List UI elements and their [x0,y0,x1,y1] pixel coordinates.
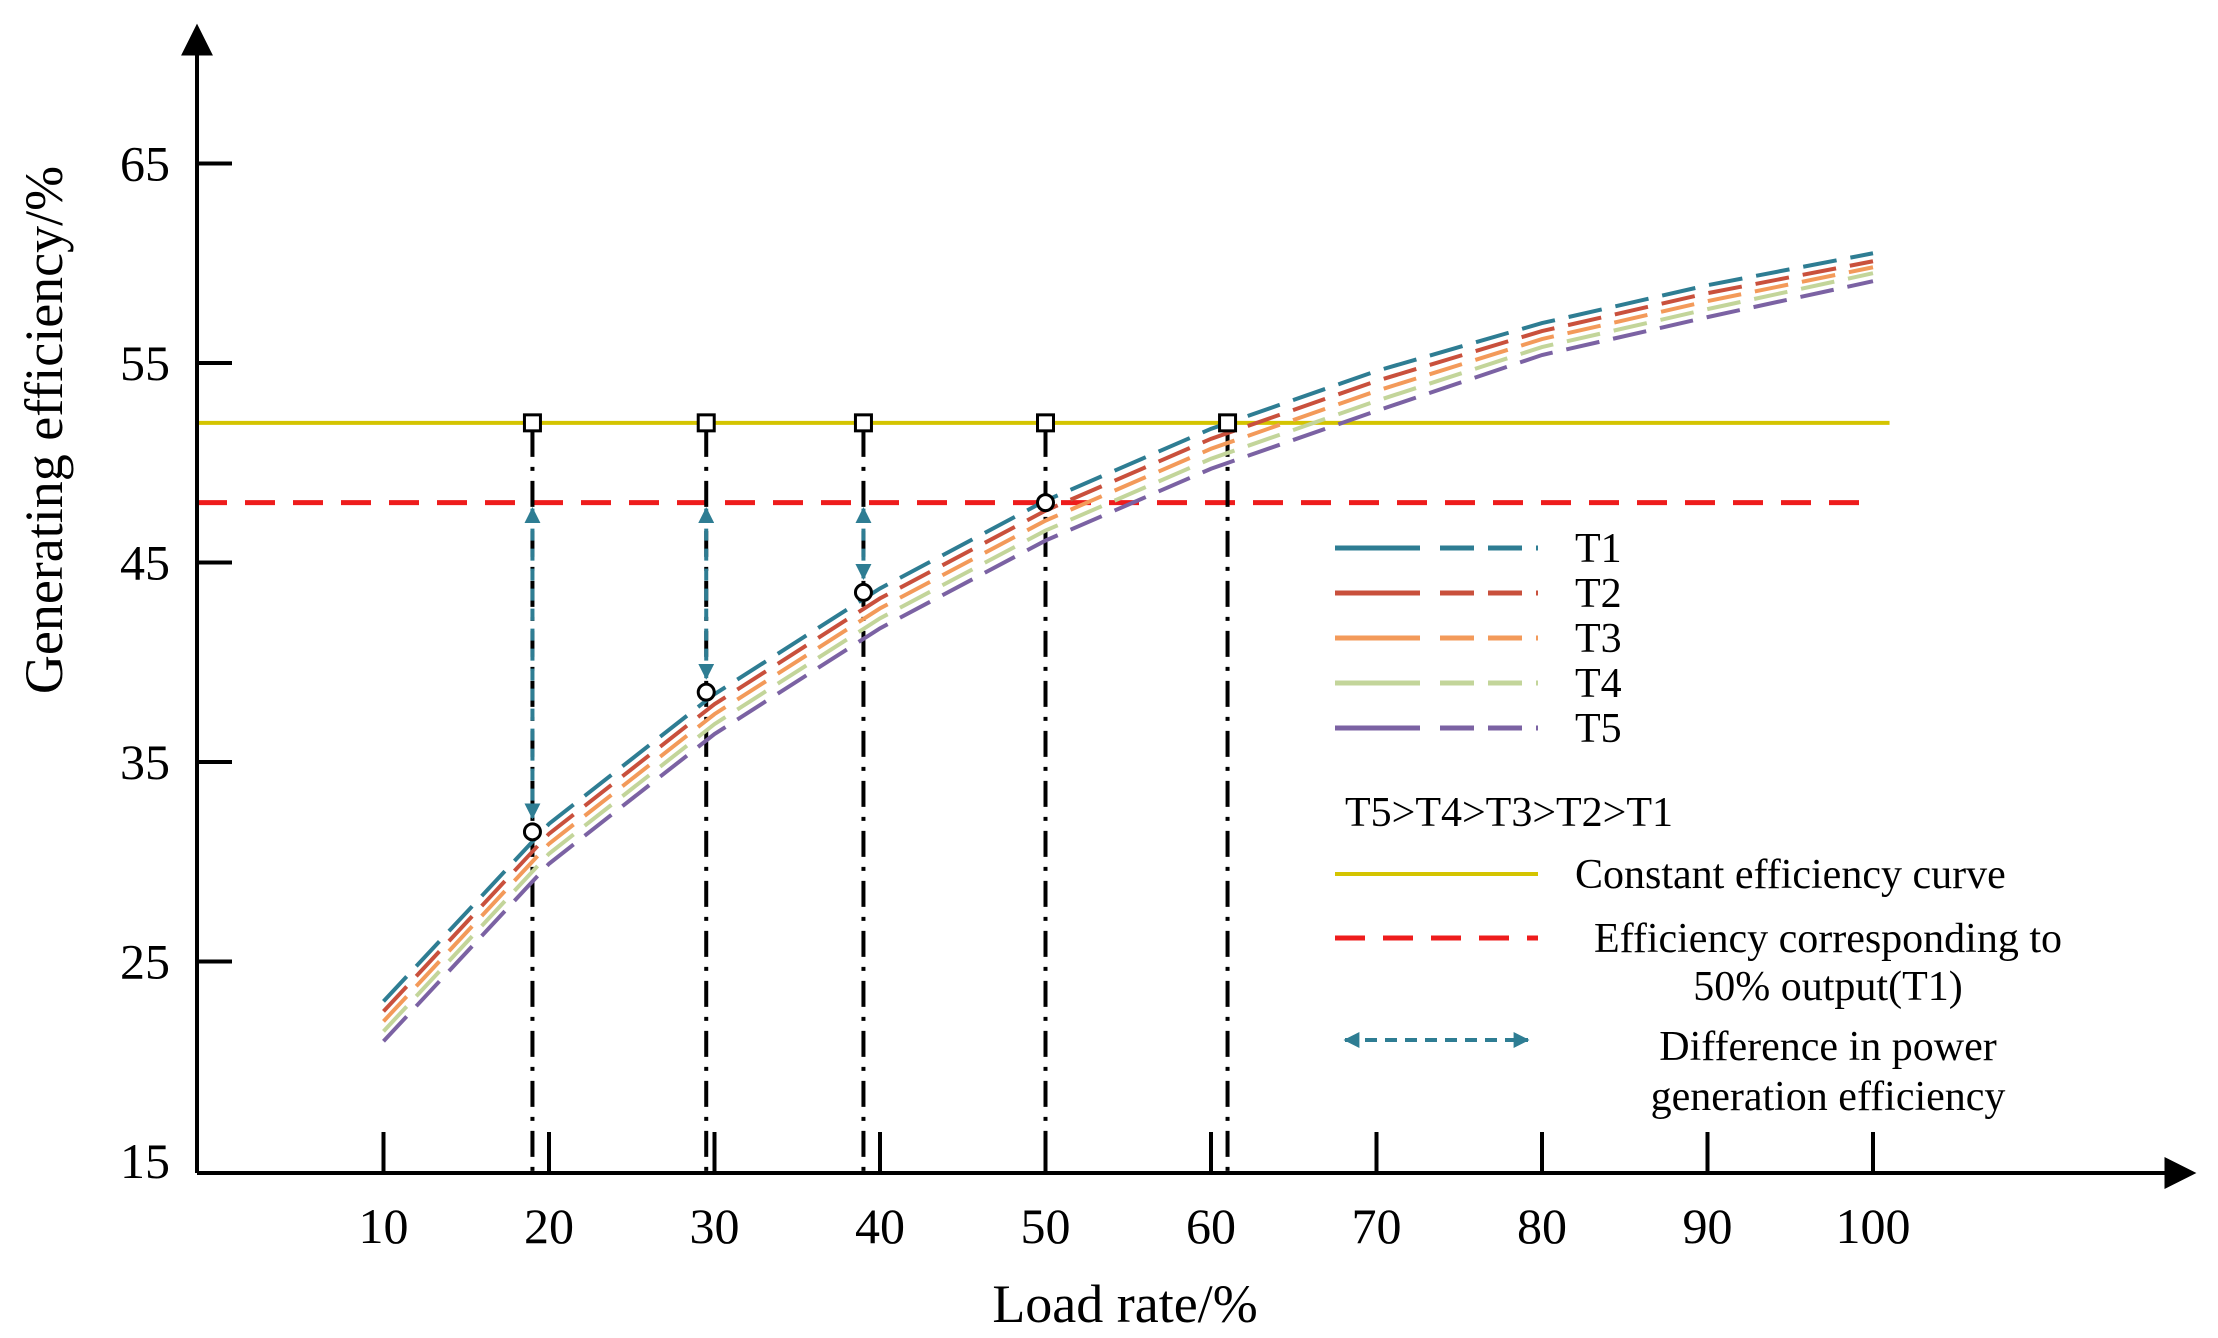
y-axis-ticks: 15 25 35 45 55 65 [120,136,232,1189]
intersection-marker [522,822,542,842]
x-tick-label: 70 [1352,1198,1402,1254]
series-t5-line [382,279,1874,1043]
x-tick-label: 90 [1683,1198,1733,1254]
legend-t5-label: T5 [1575,706,1622,752]
y-tick-label: 65 [120,136,170,192]
legend-t2-label: T2 [1575,571,1622,617]
intersection-marker [853,582,873,602]
x-axis-ticks: 10 20 30 40 50 60 70 80 90 100 [359,1132,1911,1254]
x-tick-label: 30 [690,1198,740,1254]
x-tick-label: 20 [524,1198,574,1254]
constant-efficiency-marker [522,413,542,433]
series-t3-line [382,265,1874,1023]
constant-efficiency-marker [1218,413,1238,433]
intersection-marker [696,682,716,702]
x-tick-label: 80 [1517,1198,1567,1254]
legend-efficiency50-label-line1: Efficiency corresponding to [1594,916,2062,962]
x-tick-label: 60 [1186,1198,1236,1254]
y-tick-label: 15 [120,1133,170,1189]
x-tick-label: 10 [359,1198,409,1254]
intersection-marker [1036,493,1055,513]
legend-t3-label: T3 [1575,616,1622,662]
x-tick-label: 50 [1021,1198,1071,1254]
plot-area [197,251,1890,1173]
constant-efficiency-marker [696,413,716,433]
legend-t4-label: T4 [1575,661,1622,707]
legend-t1-label: T1 [1575,526,1622,572]
constant-efficiency-marker [1036,413,1055,433]
y-tick-label: 35 [120,734,170,790]
y-axis-title: Generating efficiency/% [14,166,74,694]
series-t2-line [382,259,1874,1013]
legend-efficiency50-label-line2: 50% output(T1) [1693,964,1962,1010]
legend-difference-label-line1: Difference in power [1659,1024,1996,1070]
y-tick-label: 25 [120,934,170,990]
legend-order-note: T5>T4>T3>T2>T1 [1345,790,1673,836]
x-axis-title: Load rate/% [992,1274,1257,1334]
legend-constant-label: Constant efficiency curve [1575,852,2006,898]
series-t4-line [382,271,1874,1033]
x-tick-label: 100 [1836,1198,1911,1254]
y-tick-label: 55 [120,335,170,391]
series-t1-line [382,251,1874,1003]
x-tick-label: 40 [855,1198,905,1254]
legend-difference-label-line2: generation efficiency [1651,1074,2006,1120]
constant-efficiency-marker [853,413,873,433]
y-tick-label: 45 [120,535,170,591]
